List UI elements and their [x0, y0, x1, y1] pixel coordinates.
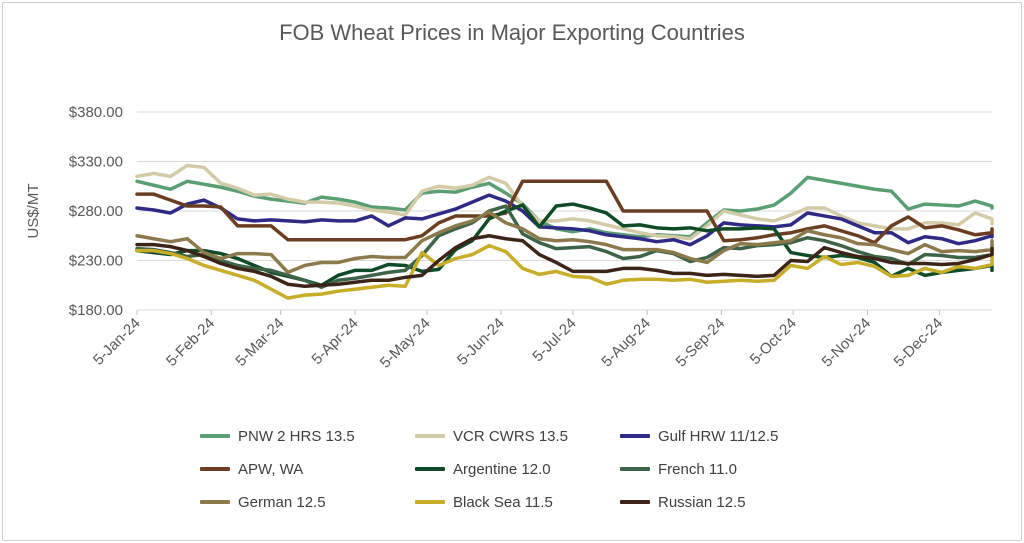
- series-line-russian-12-5: [135, 234, 994, 288]
- y-tick-label: $280.00: [69, 203, 123, 220]
- series-line-pnw-2-hrs-13-5: [135, 175, 994, 239]
- series-line-apw-wa: [135, 179, 994, 245]
- legend-label: Russian 12.5: [658, 493, 746, 511]
- legend-label: German 12.5: [238, 493, 326, 511]
- y-axis-label: US$/MT: [25, 183, 42, 238]
- x-axis-ticks: 5-Jan-24 5-Feb-24 5-Mar-24 5-Apr-24 5-May-24…: [90, 310, 946, 372]
- legend-label: Gulf HRW 11/12.5: [658, 427, 779, 445]
- x-tick-label: 5-Dec-24: [891, 315, 947, 371]
- x-tick-label: 5-Nov-24: [819, 315, 875, 371]
- series-lines: [135, 163, 994, 300]
- x-tick-label: 5-Jan-24: [90, 315, 144, 369]
- legend-swatch: [200, 500, 230, 504]
- legend-swatch: [200, 467, 230, 471]
- x-tick-label: 5-Jun-24: [454, 315, 508, 369]
- legend-item: French 11.0: [620, 458, 737, 480]
- legend-item: Gulf HRW 11/12.5: [620, 425, 778, 447]
- legend-item: Argentine 12.0: [415, 458, 551, 480]
- x-tick-label: 5-Apr-24: [308, 315, 361, 368]
- series-line-german-12-5: [135, 210, 994, 275]
- legend-swatch: [620, 467, 650, 471]
- y-axis-ticks: $180.00 $230.00 $280.00 $330.00 $380.00: [69, 104, 123, 319]
- gridlines: [137, 111, 992, 311]
- x-tick-label: 5-Feb-24: [163, 315, 218, 370]
- legend-label: Argentine 12.0: [453, 460, 551, 478]
- legend-swatch: [415, 500, 445, 504]
- legend-swatch: [415, 434, 445, 438]
- x-tick-label: 5-Aug-24: [598, 315, 654, 371]
- legend-label: PNW 2 HRS 13.5: [238, 427, 355, 445]
- legend-swatch: [620, 434, 650, 438]
- legend-item: VCR CWRS 13.5: [415, 425, 568, 447]
- legend-item: APW, WA: [200, 458, 303, 480]
- legend-label: APW, WA: [238, 460, 304, 478]
- legend-item: Black Sea 11.5: [415, 491, 553, 513]
- series-line-french-11-0: [135, 204, 994, 289]
- y-tick-label: $380.00: [69, 104, 123, 121]
- legend-label: Black Sea 11.5: [453, 493, 553, 511]
- chart-title: FOB Wheat Prices in Major Exporting Coun…: [279, 20, 745, 45]
- x-tick-label: 5-Sep-24: [673, 315, 729, 371]
- legend-swatch: [620, 500, 650, 504]
- y-tick-label: $330.00: [69, 154, 123, 171]
- legend-item: PNW 2 HRS 13.5: [200, 425, 355, 447]
- legend-item: Russian 12.5: [620, 491, 746, 513]
- legend-label: VCR CWRS 13.5: [453, 427, 569, 445]
- series-line-black-sea-11-5: [135, 243, 994, 300]
- x-tick-label: 5-Oct-24: [747, 315, 800, 368]
- series-line-gulf-hrw-11-12-5: [135, 193, 994, 247]
- x-tick-label: 5-Mar-24: [232, 315, 287, 370]
- legend-label: French 11.0: [658, 460, 737, 478]
- y-tick-label: $180.00: [69, 302, 123, 319]
- y-tick-label: $230.00: [69, 253, 123, 270]
- x-tick-label: 5-Jul-24: [529, 315, 579, 365]
- legend-item: German 12.5: [200, 491, 326, 513]
- x-tick-label: 5-May-24: [377, 315, 434, 372]
- series-line-vcr-cwrs-13-5: [135, 163, 994, 241]
- legend-swatch: [200, 434, 230, 438]
- legend-swatch: [415, 467, 445, 471]
